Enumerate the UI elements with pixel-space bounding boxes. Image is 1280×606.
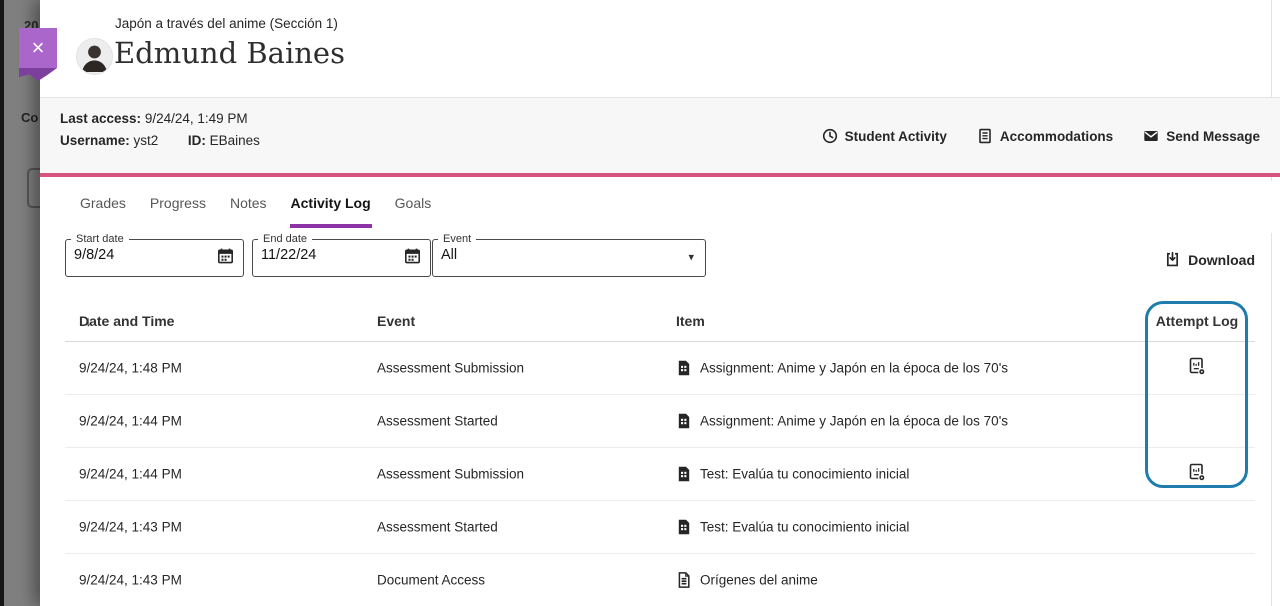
cell-attempt-log bbox=[1135, 463, 1259, 486]
last-access-value: 9/24/24, 1:49 PM bbox=[144, 111, 248, 126]
cell-item[interactable]: Assignment: Anime y Japón en la época de… bbox=[676, 413, 1008, 430]
item-label: Orígenes del anime bbox=[700, 572, 818, 588]
assessment-icon bbox=[676, 360, 692, 377]
background-edge bbox=[0, 0, 4, 606]
item-label: Test: Evalúa tu conocimiento inicial bbox=[700, 519, 910, 535]
header-item: Item bbox=[676, 312, 705, 329]
cell-datetime: 9/24/24, 1:43 PM bbox=[79, 519, 182, 535]
event-filter-value[interactable]: All bbox=[441, 247, 458, 263]
student-activity-label: Student Activity bbox=[844, 128, 947, 144]
assessment-icon bbox=[676, 413, 692, 430]
assessment-icon bbox=[676, 466, 692, 483]
attempt-log-icon[interactable] bbox=[1187, 463, 1207, 483]
activity-log-table: Date and Time ↓ Event Item Attempt Log 9/… bbox=[65, 300, 1255, 606]
table-row: 9/24/24, 1:43 PM Document Access Orígene… bbox=[65, 554, 1255, 606]
calendar-icon[interactable] bbox=[217, 247, 234, 264]
student-activity-button[interactable]: Student Activity bbox=[822, 128, 947, 144]
sort-descending-icon[interactable]: ↓ bbox=[85, 312, 92, 329]
assessment-icon bbox=[676, 519, 692, 536]
student-meta: Last access: 9/24/24, 1:49 PM Username: … bbox=[60, 111, 260, 155]
envelope-icon bbox=[1143, 128, 1159, 144]
cell-item[interactable]: Test: Evalúa tu conocimiento inicial bbox=[676, 466, 909, 483]
end-date-value[interactable]: 11/22/24 bbox=[261, 247, 317, 263]
close-icon: × bbox=[31, 35, 45, 60]
send-message-button[interactable]: Send Message bbox=[1143, 128, 1260, 144]
cell-event: Assessment Started bbox=[377, 519, 498, 535]
tab-notes[interactable]: Notes bbox=[229, 195, 267, 211]
avatar bbox=[76, 38, 113, 75]
course-title: Japón a través del anime (Sección 1) bbox=[115, 16, 338, 31]
student-name: Edmund Baines bbox=[114, 36, 345, 70]
tab-progress[interactable]: Progress bbox=[149, 195, 206, 211]
table-row: 9/24/24, 1:44 PM Assessment Started Assi… bbox=[65, 395, 1255, 448]
end-date-field[interactable]: End date 11/22/24 bbox=[252, 233, 431, 277]
event-filter-select[interactable]: Event All ▾ bbox=[432, 233, 706, 277]
attempt-log-icon[interactable] bbox=[1187, 357, 1207, 377]
tab-activity-log[interactable]: Activity Log bbox=[289, 195, 372, 228]
tab-bar: Grades Progress Notes Activity Log Goals bbox=[40, 181, 1280, 233]
cell-event: Assessment Submission bbox=[377, 466, 525, 482]
download-label: Download bbox=[1188, 251, 1255, 268]
header-event: Event bbox=[377, 312, 416, 329]
item-label: Assignment: Anime y Japón en la época de… bbox=[700, 360, 1009, 376]
table-row: 9/24/24, 1:48 PM Assessment Submission A… bbox=[65, 342, 1255, 395]
item-label: Assignment: Anime y Japón en la época de… bbox=[700, 413, 1009, 429]
document-icon bbox=[676, 572, 692, 589]
calendar-icon[interactable] bbox=[404, 247, 421, 264]
table-row: 9/24/24, 1:44 PM Assessment Submission T… bbox=[65, 448, 1255, 501]
last-access-label: Last access: bbox=[60, 111, 142, 126]
accommodations-label: Accommodations bbox=[999, 128, 1114, 144]
background-scrim: 20 Co bbox=[0, 0, 40, 606]
cell-item[interactable]: Assignment: Anime y Japón en la época de… bbox=[676, 360, 1008, 377]
cell-datetime: 9/24/24, 1:44 PM bbox=[79, 466, 182, 482]
username-value: yst2 bbox=[133, 133, 159, 148]
item-label: Test: Evalúa tu conocimiento inicial bbox=[700, 466, 910, 482]
panel-right-divider bbox=[1271, 0, 1272, 606]
cell-item[interactable]: Orígenes del anime bbox=[676, 572, 818, 589]
cell-datetime: 9/24/24, 1:44 PM bbox=[79, 413, 182, 429]
background-button-outline bbox=[27, 168, 40, 208]
start-date-label: Start date bbox=[76, 233, 124, 245]
send-message-label: Send Message bbox=[1166, 128, 1260, 144]
chevron-down-icon[interactable]: ▾ bbox=[688, 251, 694, 263]
cell-item[interactable]: Test: Evalúa tu conocimiento inicial bbox=[676, 519, 909, 536]
background-text-fragment: Co bbox=[21, 110, 39, 125]
info-actions: Student Activity Accommodations Send Mes… bbox=[822, 98, 1260, 174]
tab-goals[interactable]: Goals bbox=[394, 195, 432, 211]
header-attempt-log: Attempt Log bbox=[1155, 312, 1239, 329]
id-value: EBaines bbox=[209, 133, 260, 148]
info-bar: Last access: 9/24/24, 1:49 PM Username: … bbox=[40, 97, 1280, 177]
id-label: ID: bbox=[187, 133, 206, 148]
table-header-row: Date and Time ↓ Event Item Attempt Log bbox=[65, 300, 1255, 342]
event-filter-label: Event bbox=[443, 233, 472, 245]
avatar-photo bbox=[77, 39, 112, 74]
cell-datetime: 9/24/24, 1:48 PM bbox=[79, 360, 182, 376]
tab-grades[interactable]: Grades bbox=[80, 195, 126, 211]
start-date-field[interactable]: Start date 9/8/24 bbox=[65, 233, 244, 277]
end-date-label: End date bbox=[263, 233, 308, 245]
download-button[interactable]: Download bbox=[1164, 251, 1255, 268]
accommodations-icon bbox=[977, 128, 993, 144]
cell-event: Assessment Submission bbox=[377, 360, 525, 376]
clock-icon bbox=[822, 128, 838, 144]
cell-event: Assessment Started bbox=[377, 413, 498, 429]
table-row: 9/24/24, 1:43 PM Assessment Started Test… bbox=[65, 501, 1255, 554]
username-label: Username: bbox=[60, 133, 130, 148]
start-date-value[interactable]: 9/8/24 bbox=[74, 247, 115, 263]
cell-datetime: 9/24/24, 1:43 PM bbox=[79, 572, 182, 588]
accommodations-button[interactable]: Accommodations bbox=[977, 128, 1113, 144]
cell-attempt-log bbox=[1135, 357, 1259, 380]
cell-event: Document Access bbox=[377, 572, 486, 588]
close-button[interactable]: × bbox=[19, 28, 57, 68]
download-icon bbox=[1164, 251, 1181, 268]
